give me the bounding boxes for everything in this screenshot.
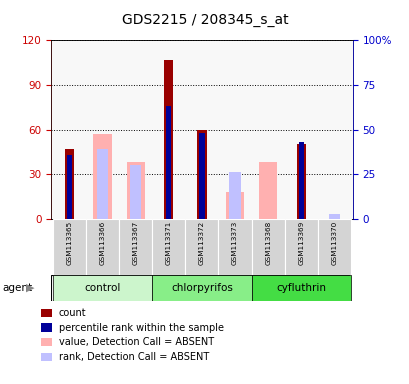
Text: GSM113371: GSM113371 bbox=[165, 220, 171, 265]
Bar bbox=[67, 155, 72, 219]
Text: percentile rank within the sample: percentile rank within the sample bbox=[58, 323, 223, 333]
Text: agent: agent bbox=[2, 283, 32, 293]
Text: GSM113369: GSM113369 bbox=[297, 220, 303, 265]
Bar bbox=[284, 219, 317, 275]
Text: GSM113368: GSM113368 bbox=[265, 220, 270, 265]
Bar bbox=[298, 142, 303, 219]
Text: GSM113373: GSM113373 bbox=[231, 220, 238, 265]
Bar bbox=[152, 219, 185, 275]
Bar bbox=[152, 275, 251, 301]
Bar bbox=[53, 219, 86, 275]
Bar bbox=[53, 275, 152, 301]
Text: value, Detection Call = ABSENT: value, Detection Call = ABSENT bbox=[58, 337, 213, 347]
Text: control: control bbox=[84, 283, 121, 293]
Bar bbox=[258, 162, 276, 219]
Text: GSM113365: GSM113365 bbox=[66, 220, 72, 265]
Text: count: count bbox=[58, 308, 86, 318]
Text: GSM113366: GSM113366 bbox=[99, 220, 106, 265]
Bar bbox=[317, 219, 350, 275]
Bar bbox=[164, 60, 173, 219]
Bar bbox=[251, 275, 350, 301]
Text: GSM113370: GSM113370 bbox=[330, 220, 337, 265]
Bar bbox=[119, 219, 152, 275]
Bar bbox=[251, 219, 284, 275]
Bar bbox=[296, 144, 305, 219]
Text: GDS2215 / 208345_s_at: GDS2215 / 208345_s_at bbox=[121, 13, 288, 27]
Bar bbox=[93, 134, 111, 219]
Bar bbox=[97, 149, 108, 219]
Bar bbox=[86, 219, 119, 275]
Bar bbox=[218, 219, 251, 275]
Bar bbox=[225, 192, 243, 219]
Text: GSM113367: GSM113367 bbox=[133, 220, 138, 265]
Bar bbox=[185, 219, 218, 275]
Text: rank, Detection Call = ABSENT: rank, Detection Call = ABSENT bbox=[58, 352, 208, 362]
Bar bbox=[199, 133, 204, 219]
Bar bbox=[126, 162, 144, 219]
Bar bbox=[166, 106, 171, 219]
Text: GSM113372: GSM113372 bbox=[198, 220, 204, 265]
Text: chlorpyrifos: chlorpyrifos bbox=[171, 283, 232, 293]
Bar bbox=[328, 214, 339, 219]
Bar bbox=[197, 130, 206, 219]
Bar bbox=[229, 172, 240, 219]
Bar bbox=[130, 165, 141, 219]
Text: cyfluthrin: cyfluthrin bbox=[276, 283, 326, 293]
Bar bbox=[65, 149, 74, 219]
Text: ▶: ▶ bbox=[26, 283, 34, 293]
